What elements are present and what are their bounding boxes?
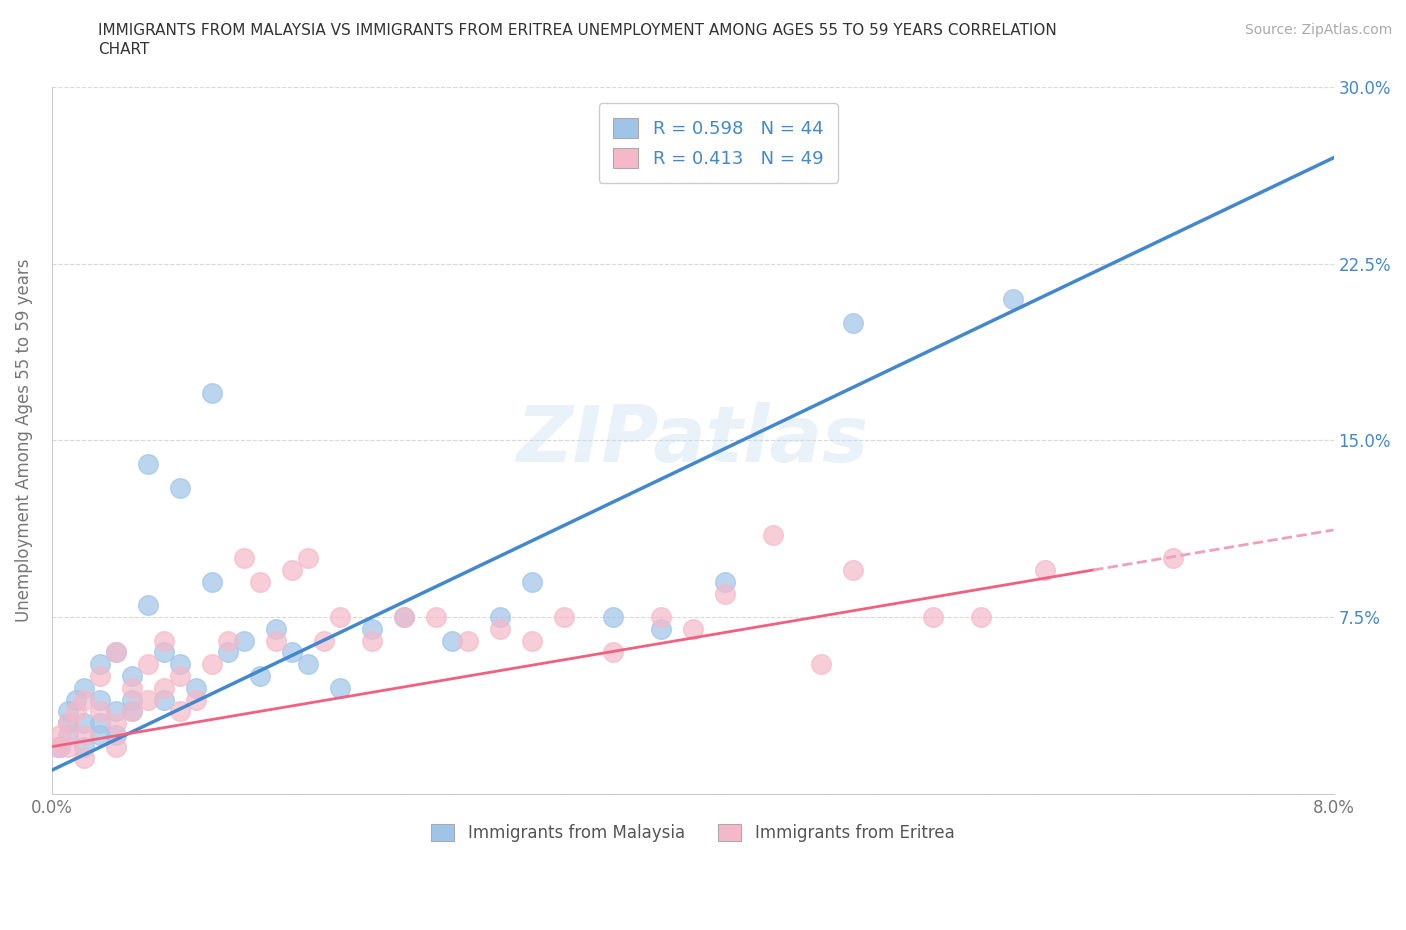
Point [553,610,575,625]
Point [314,633,336,648]
Point [136,457,159,472]
Point [394,610,416,625]
Point [650,610,672,625]
Point [169,669,191,684]
Point [184,692,207,707]
Point [184,681,207,696]
Point [73,751,96,766]
Point [65,704,87,719]
Point [264,633,287,648]
Point [121,692,143,707]
Point [281,645,304,660]
Point [361,621,384,636]
Point [217,645,239,660]
Point [104,645,127,660]
Point [329,681,352,696]
Point [104,739,127,754]
Point [89,727,111,742]
Point [89,704,111,719]
Point [249,669,271,684]
Point [121,681,143,696]
Point [842,563,865,578]
Point [810,657,832,671]
Point [1161,551,1184,565]
Point [970,610,993,625]
Point [45,739,67,754]
Text: CHART: CHART [98,42,150,57]
Point [121,704,143,719]
Point [329,610,352,625]
Point [56,716,79,731]
Point [89,692,111,707]
Point [441,633,464,648]
Point [394,610,416,625]
Point [56,716,79,731]
Point [49,739,72,754]
Point [104,727,127,742]
Text: IMMIGRANTS FROM MALAYSIA VS IMMIGRANTS FROM ERITREA UNEMPLOYMENT AMONG AGES 55 T: IMMIGRANTS FROM MALAYSIA VS IMMIGRANTS F… [98,23,1057,38]
Point [136,692,159,707]
Point [233,551,256,565]
Point [73,692,96,707]
Point [297,551,319,565]
Point [169,704,191,719]
Point [361,633,384,648]
Point [73,681,96,696]
Point [842,315,865,330]
Point [602,645,624,660]
Point [522,633,544,648]
Point [153,681,176,696]
Point [217,633,239,648]
Point [49,727,72,742]
Point [104,704,127,719]
Point [73,727,96,742]
Point [489,610,512,625]
Point [602,610,624,625]
Point [297,657,319,671]
Point [136,657,159,671]
Point [56,727,79,742]
Point [104,645,127,660]
Point [121,704,143,719]
Point [489,621,512,636]
Point [682,621,704,636]
Point [762,527,785,542]
Point [136,598,159,613]
Point [713,586,735,601]
Point [425,610,447,625]
Point [264,621,287,636]
Point [233,633,256,648]
Legend: Immigrants from Malaysia, Immigrants from Eritrea: Immigrants from Malaysia, Immigrants fro… [425,817,962,849]
Point [522,575,544,590]
Point [1033,563,1056,578]
Point [169,657,191,671]
Point [457,633,479,648]
Point [201,575,224,590]
Point [104,716,127,731]
Point [89,716,111,731]
Point [56,739,79,754]
Y-axis label: Unemployment Among Ages 55 to 59 years: Unemployment Among Ages 55 to 59 years [15,259,32,622]
Point [121,669,143,684]
Point [201,386,224,401]
Point [713,575,735,590]
Point [56,704,79,719]
Text: ZIPatlas: ZIPatlas [516,403,869,478]
Point [65,692,87,707]
Point [249,575,271,590]
Point [1002,292,1025,307]
Point [153,692,176,707]
Point [73,716,96,731]
Point [153,645,176,660]
Point [89,657,111,671]
Point [169,480,191,495]
Point [922,610,945,625]
Point [153,633,176,648]
Point [89,669,111,684]
Point [281,563,304,578]
Point [73,739,96,754]
Point [650,621,672,636]
Text: Source: ZipAtlas.com: Source: ZipAtlas.com [1244,23,1392,37]
Point [201,657,224,671]
